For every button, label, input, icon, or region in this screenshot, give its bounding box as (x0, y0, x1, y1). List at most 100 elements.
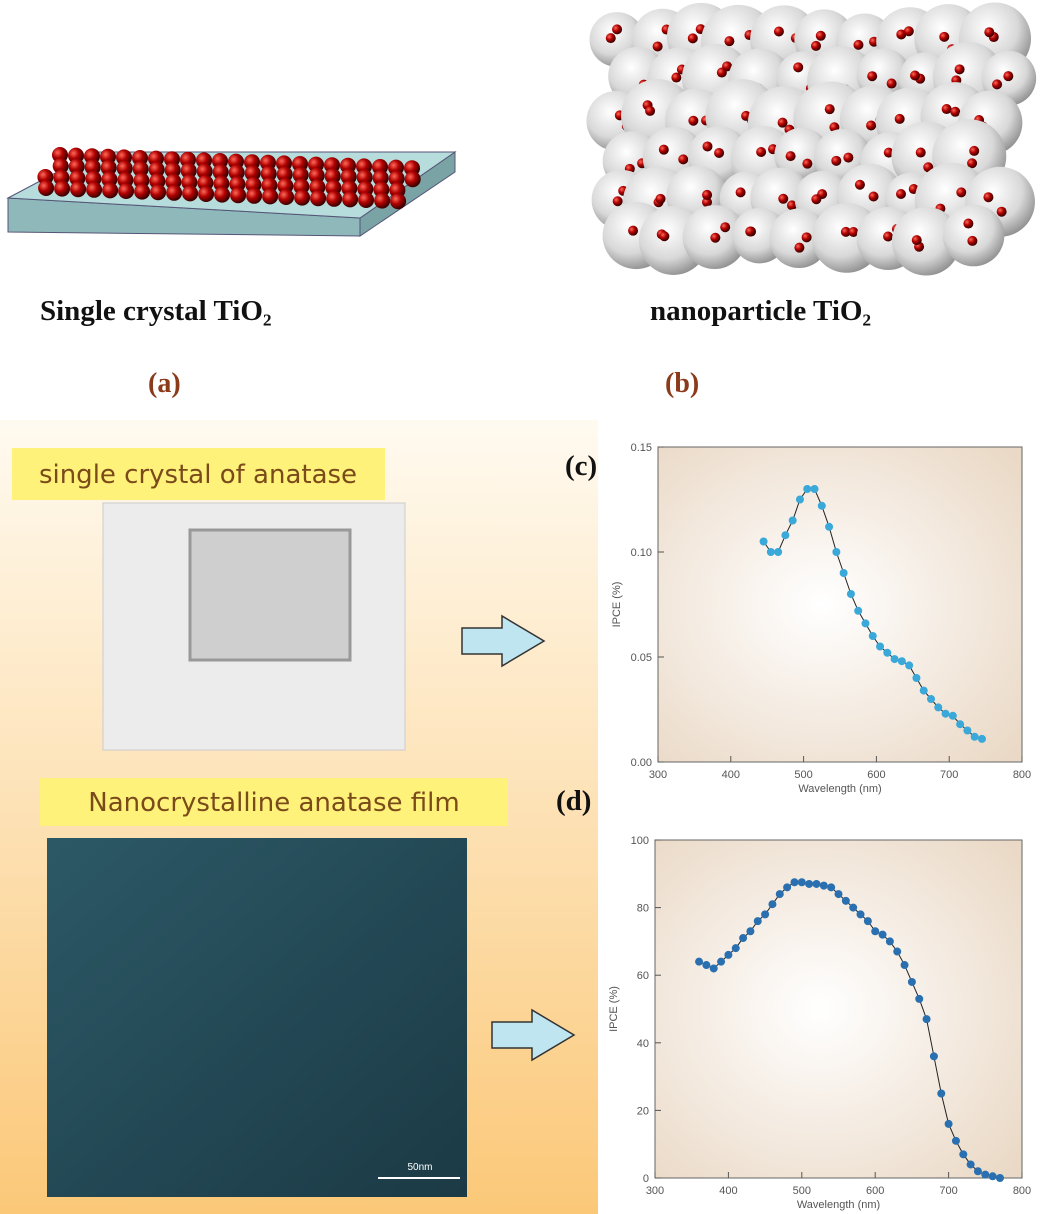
x-tick-label: 500 (793, 1185, 811, 1197)
point (883, 649, 891, 657)
y-axis-label: IPCE (%) (611, 582, 623, 628)
point (981, 1171, 989, 1179)
atom (278, 189, 294, 205)
atom (166, 185, 182, 201)
panel-label: (a) (148, 368, 181, 399)
atom (358, 192, 374, 208)
atom (756, 147, 766, 157)
point (746, 927, 754, 935)
point (996, 1174, 1004, 1182)
atom (150, 184, 166, 200)
illustrations (8, 2, 1036, 275)
atom (816, 31, 826, 41)
x-tick-label: 700 (939, 1185, 957, 1197)
point (783, 883, 791, 891)
point (937, 1090, 945, 1098)
point (923, 1015, 931, 1023)
atom (703, 141, 713, 151)
point (959, 1150, 967, 1158)
atom (831, 156, 841, 166)
atom (118, 183, 134, 199)
point (774, 548, 782, 556)
point (891, 655, 899, 663)
point (812, 880, 820, 888)
point (963, 727, 971, 735)
caption: Single crystal TiO₂ (40, 295, 272, 327)
atom (853, 40, 863, 50)
atom (214, 187, 230, 203)
point (739, 934, 747, 942)
atom (969, 146, 979, 156)
plot-area (658, 447, 1022, 762)
atom (802, 159, 812, 169)
caption: nanoparticle TiO₂ (650, 295, 871, 327)
atom (645, 106, 655, 116)
atom (656, 194, 666, 204)
atom (983, 192, 993, 202)
point (934, 703, 942, 711)
atom (916, 148, 926, 158)
atom (956, 187, 966, 197)
point (761, 910, 769, 918)
point (805, 880, 813, 888)
point (967, 1160, 975, 1168)
point (811, 485, 819, 493)
x-axis-label: Wavelength (nm) (797, 1199, 880, 1211)
y-tick-label: 100 (631, 835, 649, 847)
point (927, 695, 935, 703)
point (857, 910, 865, 918)
atom (843, 153, 853, 163)
y-tick-label: 0 (643, 1173, 649, 1185)
atom (883, 232, 893, 242)
atom (678, 154, 688, 164)
point (849, 904, 857, 912)
point (861, 619, 869, 627)
atom (710, 233, 720, 243)
atom (904, 26, 914, 36)
sem-image (47, 838, 467, 1197)
atom (811, 194, 821, 204)
y-tick-label: 20 (637, 1105, 649, 1117)
atom (774, 26, 784, 36)
atom (628, 226, 638, 236)
atom (70, 181, 86, 197)
atom (939, 32, 949, 42)
x-tick-label: 700 (940, 769, 958, 781)
atom (942, 104, 952, 114)
y-tick-label: 0.00 (631, 757, 652, 769)
atom (671, 73, 681, 83)
atom (963, 219, 973, 229)
point (760, 538, 768, 546)
point (724, 951, 732, 959)
atom (950, 107, 960, 117)
atom (86, 182, 102, 198)
atom (54, 181, 70, 197)
point (827, 883, 835, 891)
atom (182, 185, 198, 201)
point (876, 643, 884, 651)
point (949, 712, 957, 720)
atom (778, 194, 788, 204)
point (789, 517, 797, 525)
atom (997, 207, 1007, 217)
point (702, 961, 710, 969)
atom (720, 222, 730, 232)
point (898, 657, 906, 665)
atom (866, 120, 876, 130)
point (879, 931, 887, 939)
point (767, 548, 775, 556)
point (790, 878, 798, 886)
x-tick-label: 600 (866, 1185, 884, 1197)
point (710, 964, 718, 972)
point (971, 733, 979, 741)
point (901, 961, 909, 969)
point (854, 607, 862, 615)
particle (943, 205, 1005, 267)
atom (310, 190, 326, 206)
atom (825, 104, 835, 114)
y-tick-label: 0.05 (631, 652, 652, 664)
atom (326, 191, 342, 207)
atom (613, 196, 623, 206)
y-tick-label: 40 (637, 1038, 649, 1050)
atom (736, 187, 746, 197)
